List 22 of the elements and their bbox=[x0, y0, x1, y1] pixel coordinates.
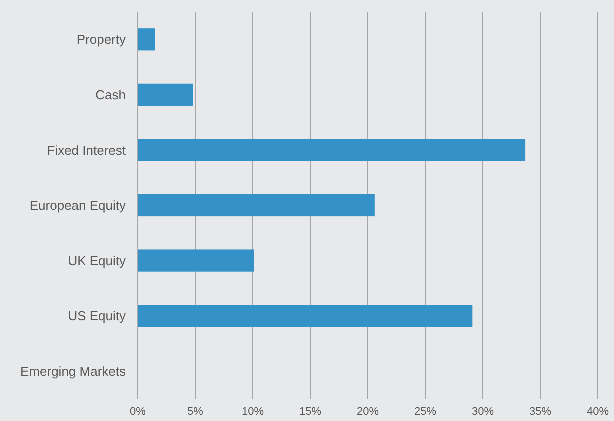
y-tick-label: Emerging Markets bbox=[20, 364, 126, 379]
x-tick-label: 35% bbox=[529, 406, 552, 418]
bar bbox=[138, 305, 473, 328]
y-tick-label: Property bbox=[76, 32, 126, 48]
x-tick-label: 5% bbox=[188, 406, 204, 418]
bar bbox=[138, 250, 254, 272]
x-tick-label: 15% bbox=[299, 406, 322, 418]
y-tick-label: European Equity bbox=[30, 198, 126, 214]
y-tick-label: Cash bbox=[96, 87, 126, 102]
bar bbox=[138, 84, 194, 106]
y-tick-label: Fixed Interest bbox=[47, 142, 126, 158]
y-tick-label: US Equity bbox=[68, 308, 126, 324]
x-tick-label: 0% bbox=[130, 406, 146, 418]
x-tick-label: 20% bbox=[356, 406, 380, 418]
x-tick-label: 25% bbox=[414, 406, 437, 418]
x-tick-label: 40% bbox=[586, 406, 610, 418]
x-tick-label: 30% bbox=[472, 406, 494, 418]
bar bbox=[138, 28, 156, 51]
y-tick-label: UK Equity bbox=[68, 253, 126, 268]
x-tick-label: 10% bbox=[242, 406, 264, 418]
bar bbox=[138, 194, 375, 217]
bar bbox=[138, 139, 526, 162]
